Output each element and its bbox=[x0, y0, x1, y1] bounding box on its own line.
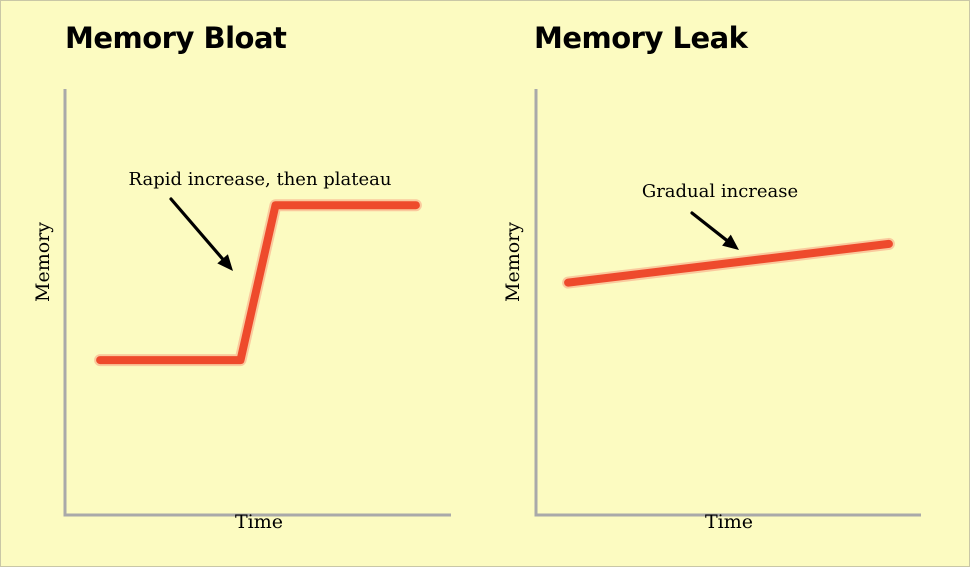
y-axis-label-leak: Memory bbox=[502, 222, 524, 302]
annotation-leak: Gradual increase bbox=[642, 181, 798, 202]
annotation-arrowhead-bloat bbox=[217, 254, 233, 271]
y-axis-label-bloat: Memory bbox=[32, 222, 54, 302]
chart-title-leak: Memory Leak bbox=[534, 21, 748, 55]
series-line-leak bbox=[564, 239, 893, 287]
annotation-bloat: Rapid increase, then plateau bbox=[129, 169, 392, 190]
annotation-arrow-bloat bbox=[169, 197, 228, 264]
annotation-arrowhead-leak bbox=[722, 234, 739, 250]
series-line-bloat bbox=[96, 201, 420, 365]
x-axis-label-bloat: Time bbox=[235, 511, 283, 533]
x-axis-label-leak: Time bbox=[705, 511, 753, 533]
axes-leak bbox=[534, 89, 921, 517]
chart-title-bloat: Memory Bloat bbox=[65, 21, 287, 55]
axes-bloat bbox=[63, 89, 451, 517]
